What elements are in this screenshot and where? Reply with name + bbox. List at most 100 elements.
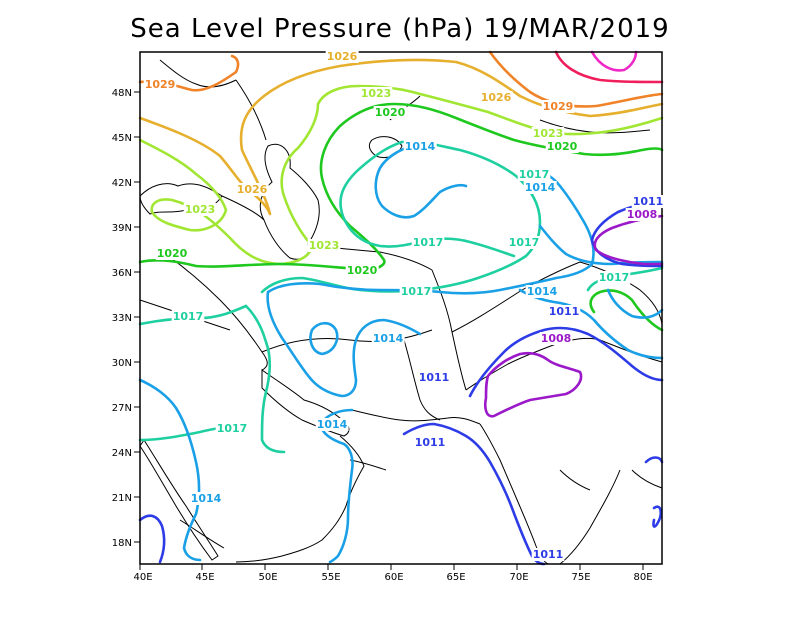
contour-label: 1014	[405, 140, 436, 153]
contour-label: 1026	[481, 91, 512, 104]
contour-label: 1026	[327, 50, 358, 63]
y-tick-label: 45N	[112, 133, 132, 144]
x-tick-label: 65E	[446, 572, 465, 583]
contour-1011-east	[468, 326, 664, 398]
contour-label-bg	[171, 310, 205, 323]
contour-1011-ne	[590, 198, 664, 268]
contour-label-bg	[597, 271, 631, 284]
y-tick-label: 21N	[112, 493, 132, 504]
contour-label-bg	[215, 422, 249, 435]
contour-label: 1017	[509, 236, 540, 249]
contour-label-bg	[479, 91, 513, 104]
contour-label: 1020	[347, 264, 378, 277]
contour-label: 1011	[419, 371, 450, 384]
contour-label: 1011	[633, 195, 664, 208]
contour-1014-south	[138, 378, 202, 562]
contour-1023-north	[280, 84, 664, 248]
x-tick-labels: 40E 45E 50E 55E 60E 65E 70E 75E 80E	[133, 572, 652, 583]
contour-label: 1029	[145, 78, 176, 91]
y-tick-label: 27N	[112, 403, 132, 414]
contour-label: 1017	[173, 310, 204, 323]
contour-label: 1023	[533, 127, 564, 140]
contour-label-bg	[403, 140, 437, 153]
contour-label: 1008	[627, 208, 658, 221]
contour-1014-main	[266, 168, 595, 295]
contour-label-bg	[183, 203, 217, 216]
contour-label-bg	[539, 332, 573, 345]
y-tick-label: 33N	[112, 313, 132, 324]
contour-label-bg	[307, 239, 341, 252]
y-tick-labels: 48N 45N 42N 39N 36N 33N 30N 27N 24N 21N …	[112, 88, 132, 549]
contour-label: 1017	[413, 236, 444, 249]
y-tick-label: 48N	[112, 88, 132, 99]
contour-label-bg	[345, 264, 379, 277]
contour-label-bg	[531, 127, 565, 140]
contour-label: 1011	[533, 548, 564, 561]
contour-label: 1014	[527, 285, 558, 298]
contour-1014-ind2	[606, 288, 664, 319]
contour-label: 1014	[317, 418, 348, 431]
contour-label-bg	[235, 183, 269, 196]
x-tick-label: 70E	[509, 572, 528, 583]
contour-label-bg	[413, 436, 447, 449]
x-tick-label: 80E	[633, 572, 652, 583]
contour-label-bg	[523, 181, 557, 194]
contour-1029-east	[488, 50, 664, 108]
contour-label-bg	[315, 418, 349, 431]
contour-label-bg	[547, 305, 581, 318]
contour-label: 1020	[157, 247, 188, 260]
contour-label-bg	[531, 548, 565, 561]
contour-label-bg	[625, 208, 659, 221]
y-tick-label: 39N	[112, 223, 132, 234]
contour-1032	[554, 50, 664, 84]
contour-label-bg	[399, 285, 433, 298]
contour-label: 1029	[543, 100, 574, 113]
contour-label-bg	[417, 371, 451, 384]
contour-label: 1014	[525, 181, 556, 194]
contour-label: 1023	[185, 203, 216, 216]
axis-ticks	[134, 91, 644, 570]
x-tick-label: 45E	[195, 572, 214, 583]
contour-1014-north	[374, 144, 468, 219]
x-tick-label: 40E	[133, 572, 152, 583]
contour-label-bg	[541, 100, 575, 113]
contour-label: 1020	[547, 140, 578, 153]
contour-1014-loop	[309, 321, 339, 356]
contour-1014-east	[538, 224, 664, 266]
contour-1020-east	[589, 289, 664, 332]
contour-label-bg	[189, 492, 223, 505]
y-tick-label: 42N	[112, 178, 132, 189]
contour-label-bg	[525, 285, 559, 298]
x-tick-label: 75E	[571, 572, 590, 583]
map-title: Sea Level Pressure (hPa) 19/MAR/2019	[130, 14, 670, 44]
plot-frame	[139, 51, 663, 565]
contour-label-bg	[143, 78, 177, 91]
contour-1026	[138, 58, 664, 216]
contour-1011-br	[644, 456, 664, 528]
contour-label-bg	[371, 332, 405, 345]
contour-label: 1017	[401, 285, 432, 298]
y-tick-label: 24N	[112, 448, 132, 459]
contour-label: 1017	[519, 168, 550, 181]
contour-labels: 1029 1026 1029 1026 1023 1020 1023 1014 …	[143, 50, 665, 561]
contour-label-bg	[373, 106, 407, 119]
contour-label: 1014	[191, 492, 222, 505]
contour-label-bg	[155, 247, 189, 260]
y-tick-label: 36N	[112, 268, 132, 279]
contour-label: 1008	[541, 332, 572, 345]
contour-label: 1023	[309, 239, 340, 252]
contour-1035	[590, 50, 638, 72]
contour-1017-b	[244, 304, 286, 454]
contour-label: 1020	[375, 106, 406, 119]
contour-1011-bottom	[138, 514, 166, 564]
contour-label: 1017	[599, 271, 630, 284]
contour-label: 1023	[361, 87, 392, 100]
y-tick-label: 18N	[112, 538, 132, 549]
contour-label-bg	[517, 168, 551, 181]
contour-1023-west	[138, 138, 314, 266]
contour-label: 1026	[237, 183, 268, 196]
contour-label-bg	[325, 50, 359, 63]
x-tick-label: 50E	[258, 572, 277, 583]
contour-1014-iran	[266, 290, 422, 398]
